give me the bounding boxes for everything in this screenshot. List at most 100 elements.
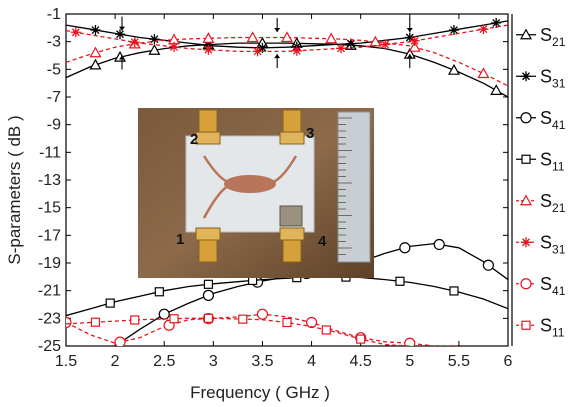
feed-line — [202, 184, 229, 219]
legend-label: S41 — [540, 274, 566, 298]
x-tick-label: 5 — [405, 353, 414, 370]
series-s41-red — [66, 308, 459, 346]
data-point — [477, 67, 490, 79]
data-point — [345, 38, 356, 49]
connector-flange — [279, 131, 305, 145]
legend-entry-s31-black: S31 — [516, 66, 566, 90]
x-tick-label: 3.5 — [251, 353, 273, 370]
y-tick-label: -9 — [47, 117, 61, 134]
connector-body — [198, 237, 218, 263]
connector-flange — [279, 227, 305, 241]
coupler-trace — [224, 175, 276, 193]
data-point — [305, 316, 318, 329]
data-point — [148, 44, 161, 55]
data-point — [158, 308, 170, 320]
data-point — [70, 27, 81, 38]
data-point — [169, 314, 179, 324]
port-label: 2 — [190, 131, 198, 148]
data-point — [404, 32, 415, 43]
data-point — [252, 46, 263, 57]
legend-entry-s11-black: S11 — [516, 149, 565, 173]
x-tick-label: 2.5 — [153, 353, 175, 370]
y-tick-label: -25 — [38, 338, 61, 355]
legend-label: S31 — [540, 66, 566, 90]
data-point — [89, 58, 102, 70]
y-tick-label: -17 — [38, 227, 61, 244]
data-point — [280, 31, 294, 43]
series-s31-red — [66, 24, 508, 57]
data-point — [447, 63, 460, 75]
legend-swatch-marker — [520, 112, 532, 124]
data-point — [399, 242, 411, 254]
legend-entry-s11-red: S11 — [516, 315, 565, 339]
data-point — [115, 29, 126, 40]
data-point — [129, 37, 140, 48]
data-point — [448, 25, 459, 36]
data-point — [491, 17, 502, 28]
port-label: 4 — [318, 233, 327, 250]
legend-entry-s31-red: S31 — [516, 232, 566, 256]
series-s11-red — [66, 313, 410, 346]
x-tick-label: 5.5 — [448, 353, 470, 370]
legend-swatch-marker — [519, 194, 533, 206]
y-tick-label: -23 — [38, 310, 61, 327]
y-tick-label: -15 — [38, 200, 61, 217]
x-tick-label: 2 — [111, 353, 120, 370]
data-point — [490, 84, 503, 95]
y-tick-label: -11 — [39, 144, 61, 161]
port-label: 1 — [176, 231, 184, 248]
data-point — [256, 308, 269, 320]
legend-label: S21 — [540, 191, 566, 215]
sma-connector: 4 — [279, 227, 327, 263]
data-point — [246, 31, 259, 43]
arrows-layer — [118, 16, 413, 70]
data-point — [409, 35, 420, 46]
data-point — [325, 32, 338, 44]
data-point — [169, 41, 180, 52]
feed-line — [272, 155, 298, 184]
legend-entry-s41-red: S41 — [516, 274, 566, 298]
plot-area — [65, 13, 509, 347]
legend-swatch-marker — [521, 154, 531, 164]
sma-connector: 2 — [190, 109, 221, 148]
sma-connector: 1 — [176, 227, 221, 263]
y-tick-label: -7 — [47, 89, 61, 106]
y-tick-label: -19 — [38, 255, 61, 272]
data-point — [395, 276, 405, 286]
data-point — [356, 334, 366, 344]
legend-swatch-marker — [521, 320, 531, 330]
connector-body — [282, 109, 302, 135]
data-point — [321, 325, 331, 335]
y-tick-label: -1 — [47, 6, 61, 23]
legend-entry-s21-black: S21 — [516, 25, 566, 49]
ruler — [337, 111, 371, 263]
legend-label: S11 — [540, 149, 565, 173]
data-point — [257, 42, 268, 53]
legend: S21 S31 S41 S11 S21 S31 S41 S11 — [511, 14, 566, 346]
connector-flange — [195, 131, 221, 145]
legend-label: S31 — [540, 232, 566, 256]
annotation-arrowhead — [118, 55, 125, 60]
data-point — [238, 314, 248, 324]
legend-swatch-marker — [520, 278, 532, 290]
y-tick-label: -5 — [47, 61, 61, 78]
termination-load — [279, 205, 303, 227]
port-label: 3 — [306, 125, 314, 142]
connector-body — [282, 237, 302, 263]
data-point — [130, 315, 140, 325]
data-point — [203, 279, 214, 289]
data-point — [154, 287, 164, 297]
annotation-arrowhead — [274, 27, 281, 32]
data-point — [90, 25, 101, 36]
data-point — [66, 316, 72, 329]
legend-label: S21 — [540, 25, 566, 49]
data-point — [449, 286, 459, 296]
data-point — [433, 238, 445, 251]
annotation-arrowhead — [274, 54, 281, 59]
legend-swatch-marker — [519, 28, 533, 40]
connector-body — [198, 109, 218, 135]
series-layer — [66, 17, 508, 346]
y-axis-label: S-parameters ( dB ) — [5, 115, 24, 264]
feed-line — [202, 155, 229, 184]
